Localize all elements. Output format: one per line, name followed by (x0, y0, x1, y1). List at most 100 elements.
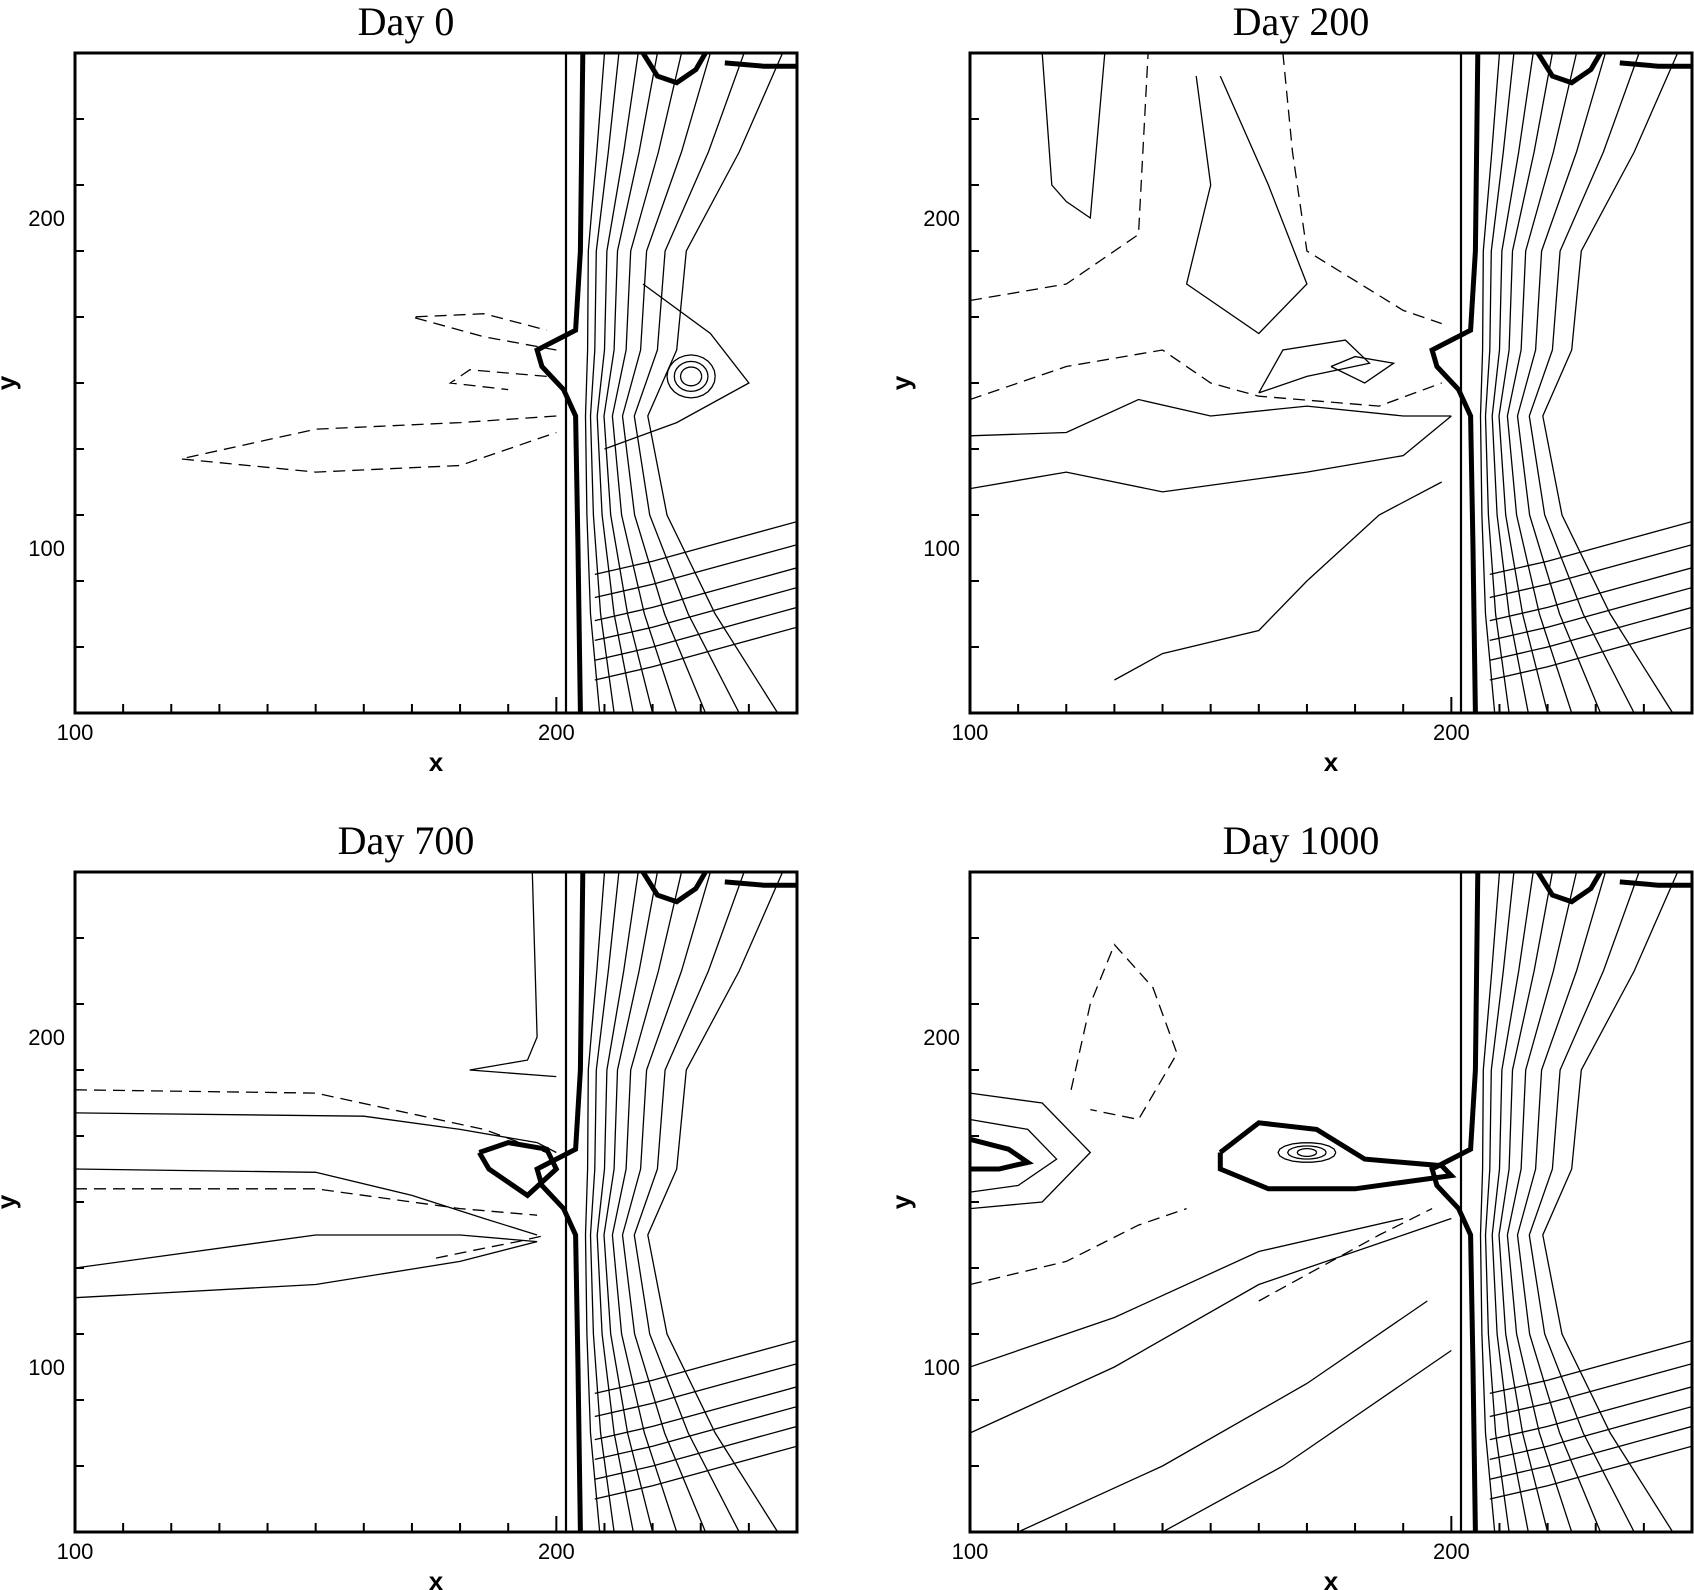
contour-line (594, 1445, 797, 1500)
x-tick-label: 200 (538, 1539, 575, 1564)
y-tick-label: 200 (28, 1025, 65, 1050)
contour-line (1330, 355, 1396, 384)
contour-line (1489, 626, 1692, 681)
y-tick-label: 200 (923, 206, 960, 231)
contour-line (1535, 872, 1603, 905)
contour-line (724, 60, 797, 69)
contour-line (594, 1363, 797, 1418)
x-tick-label: 100 (952, 720, 989, 745)
contour-line (603, 872, 659, 1532)
panel-title: Day 200 (1233, 0, 1370, 44)
contour-line (1296, 1147, 1318, 1158)
contour-line (1489, 544, 1692, 599)
x-tick-label: 200 (538, 720, 575, 745)
x-tick-label: 200 (1433, 720, 1470, 745)
contour-line (1489, 1405, 1692, 1461)
contour-line (1619, 60, 1692, 69)
y-tick-label: 100 (923, 1355, 960, 1380)
contour-line (596, 53, 639, 713)
contour-line (1489, 1363, 1692, 1418)
contour-line (611, 53, 683, 713)
contour-line (1479, 53, 1501, 713)
x-axis-label: x (1324, 1566, 1339, 1590)
contour-line (724, 879, 797, 888)
contour-line (1489, 586, 1692, 642)
contour-line (594, 544, 797, 599)
contour-line (1535, 53, 1603, 86)
contour-line (970, 398, 1452, 437)
contour-line (1114, 481, 1443, 681)
contour-line (594, 520, 797, 576)
contour-line (1017, 1300, 1428, 1532)
contour-line (673, 360, 709, 393)
contour-line (477, 1140, 560, 1199)
contour-line (589, 872, 620, 1532)
contour-line (1542, 872, 1679, 1532)
contour-line (633, 872, 745, 1532)
contour-line (1498, 53, 1554, 713)
panel-title: Day 700 (338, 818, 475, 863)
panel-1: Day 200 100 200 100 200 x y (886, 0, 1694, 777)
x-axis-label: x (429, 1566, 444, 1590)
y-axis-label: y (886, 1194, 916, 1209)
contour-lines (75, 872, 797, 1532)
panel-2: Day 700 100 200 100 200 x y (0, 818, 799, 1590)
contour-lines (970, 872, 1692, 1532)
contour-line (584, 53, 606, 713)
contour-line (1489, 1386, 1692, 1441)
contour-line (448, 369, 547, 391)
x-tick-label: 200 (1433, 1539, 1470, 1564)
contour-line (75, 1168, 538, 1236)
contour-line (75, 1112, 557, 1154)
contour-line (594, 1386, 797, 1441)
contour-line (970, 1092, 1092, 1210)
contour-line (1489, 1339, 1692, 1395)
contour-line (596, 872, 639, 1532)
x-axis-label: x (1324, 747, 1339, 777)
contour-line (75, 1234, 538, 1269)
contour-line (1070, 943, 1178, 1121)
contour-line (1619, 879, 1692, 888)
contour-line (75, 1240, 538, 1299)
contour-lines (180, 53, 797, 713)
contour-lines (970, 53, 1692, 713)
y-tick-label: 100 (28, 536, 65, 561)
contour-line (1498, 872, 1554, 1532)
contour-line (1489, 567, 1692, 622)
contour-line (679, 366, 703, 387)
y-tick-label: 200 (923, 1025, 960, 1050)
panel-0: Day 0 100 200 100 200 x y (0, 0, 799, 777)
x-axis-label: x (429, 747, 444, 777)
contour-line (1516, 53, 1607, 713)
contour-line (469, 872, 557, 1078)
panel-title: Day 0 (358, 0, 455, 44)
contour-line (970, 1217, 1452, 1434)
contour-line (1528, 872, 1640, 1532)
contour-line (1217, 1120, 1457, 1192)
contour-line (1542, 53, 1679, 713)
contour-line (1489, 606, 1692, 661)
contour-line (970, 1118, 1058, 1193)
contour-line (970, 1136, 1034, 1172)
contour-line (1489, 1445, 1692, 1500)
contour-line (594, 1405, 797, 1461)
contour-line (1506, 53, 1578, 713)
contour-line (970, 415, 1452, 493)
contour-line (970, 1217, 1404, 1368)
contour-line (589, 53, 620, 713)
y-axis-label: y (886, 375, 916, 390)
contour-line (75, 1089, 547, 1154)
contour-line (1489, 1425, 1692, 1480)
contour-line (603, 53, 659, 713)
contour-line (1258, 339, 1371, 394)
contour-line (1258, 1208, 1433, 1302)
contour-line (640, 872, 708, 905)
contour-line (594, 606, 797, 661)
contour-line (1282, 53, 1442, 325)
contour-line (611, 872, 683, 1532)
contour-line (594, 586, 797, 642)
contour-line (1491, 53, 1534, 713)
contour-line (534, 53, 586, 713)
contour-line (1041, 53, 1106, 220)
